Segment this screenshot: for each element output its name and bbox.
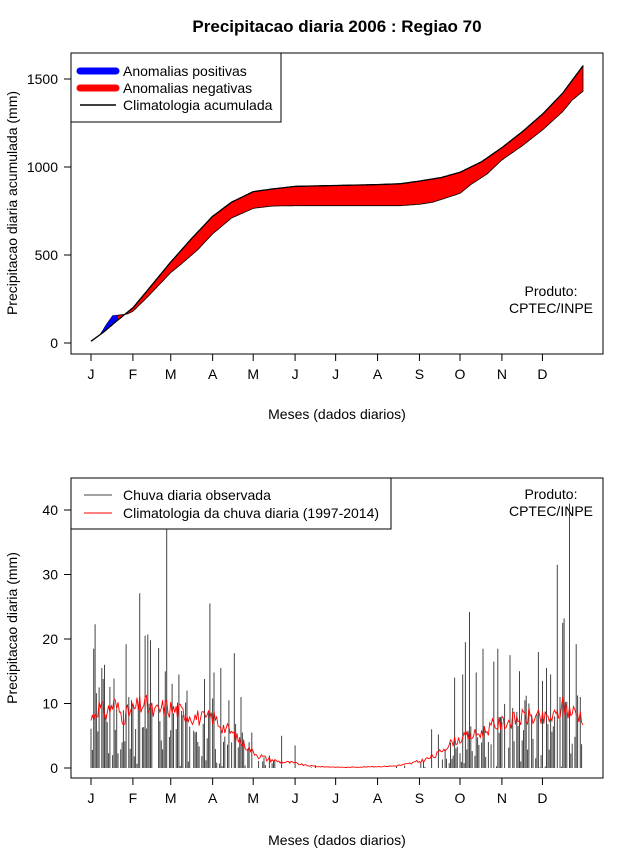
accumulated-area-layer bbox=[90, 64, 584, 342]
accumulated-x-tick-label: M bbox=[247, 366, 259, 382]
daily-x-tick-label: O bbox=[455, 790, 466, 806]
daily-x-tick-label: J bbox=[88, 790, 95, 806]
accumulated-x-tick-label: S bbox=[415, 366, 424, 382]
accumulated-x-tick-label: J bbox=[88, 366, 95, 382]
daily-y-axis-label: Precipitacao diaria (mm) bbox=[4, 552, 20, 704]
daily-x-tick-label: F bbox=[129, 790, 138, 806]
accumulated-axes: J F M A M J J A S O N D 0 500 1000 1500 bbox=[27, 71, 548, 382]
daily-y-tick-label: 40 bbox=[42, 502, 58, 518]
accumulated-x-tick-label: F bbox=[129, 366, 138, 382]
accumulated-legend: Anomalias positivas Anomalias negativas … bbox=[70, 52, 282, 123]
accumulated-x-tick-label: N bbox=[497, 366, 507, 382]
product-name-top: CPTEC/INPE bbox=[509, 300, 593, 316]
daily-x-tick-label: M bbox=[165, 790, 177, 806]
daily-y-tick-label: 30 bbox=[42, 567, 58, 583]
accumulated-x-tick-label: M bbox=[165, 366, 177, 382]
daily-chart: J F M A M J J A S O N D 0 10 20 30 40 Meses (dados diari… bbox=[4, 477, 604, 848]
daily-x-tick-label: M bbox=[247, 790, 259, 806]
accumulated-x-tick-label: A bbox=[208, 366, 218, 382]
legend-label-negative: Anomalias negativas bbox=[123, 80, 252, 96]
daily-x-tick-label: N bbox=[497, 790, 507, 806]
accumulated-x-tick-label: J bbox=[332, 366, 339, 382]
daily-axes: J F M A M J J A S O N D 0 10 20 30 40 bbox=[42, 502, 547, 806]
daily-x-tick-label: J bbox=[292, 790, 299, 806]
daily-y-tick-label: 20 bbox=[42, 631, 58, 647]
accumulated-x-tick-label: D bbox=[537, 366, 547, 382]
daily-climatology-line bbox=[90, 694, 584, 768]
accumulated-y-tick-label: 1000 bbox=[27, 159, 58, 175]
accumulated-climatology-line bbox=[90, 65, 584, 342]
daily-x-tick-label: S bbox=[415, 790, 424, 806]
legend-label-climatology: Climatologia acumulada bbox=[123, 97, 273, 113]
accumulated-x-tick-label: O bbox=[455, 366, 466, 382]
daily-y-tick-label: 0 bbox=[50, 760, 58, 776]
daily-x-axis-label: Meses (dados diarios) bbox=[268, 832, 406, 848]
accumulated-x-tick-label: A bbox=[373, 366, 383, 382]
accumulated-y-tick-label: 500 bbox=[35, 247, 59, 263]
accumulated-x-tick-label: J bbox=[292, 366, 299, 382]
product-name-bottom: CPTEC/INPE bbox=[509, 503, 593, 519]
chart-title: Precipitacao diaria 2006 : Regiao 70 bbox=[192, 17, 481, 36]
daily-climatology-layer bbox=[90, 694, 584, 768]
daily-x-tick-label: D bbox=[537, 790, 547, 806]
accumulated-chart: J F M A M J J A S O N D 0 500 1000 1500 Meses (dados di… bbox=[4, 52, 604, 422]
product-label-top: Produto: bbox=[525, 283, 578, 299]
daily-y-tick-label: 10 bbox=[42, 696, 58, 712]
legend-label-observed: Chuva diaria observada bbox=[123, 487, 271, 503]
accumulated-x-axis-label: Meses (dados diarios) bbox=[268, 406, 406, 422]
daily-observed-bars bbox=[90, 497, 583, 768]
daily-x-tick-label: A bbox=[373, 790, 383, 806]
positive-anomaly-area bbox=[99, 315, 118, 336]
daily-x-tick-label: J bbox=[332, 790, 339, 806]
accumulated-y-tick-label: 1500 bbox=[27, 71, 58, 87]
accumulated-y-axis-label: Precipitacao diaria acumulada (mm) bbox=[4, 91, 20, 315]
accumulated-y-tick-label: 0 bbox=[50, 335, 58, 351]
legend-label-positive: Anomalias positivas bbox=[123, 63, 247, 79]
daily-legend: Chuva diaria observada Climatologia da c… bbox=[70, 477, 392, 530]
daily-legend-box bbox=[70, 477, 392, 530]
product-label-bottom: Produto: bbox=[525, 486, 578, 502]
daily-x-tick-label: A bbox=[208, 790, 218, 806]
legend-label-daily-climatology: Climatologia da chuva diaria (1997-2014) bbox=[123, 505, 379, 521]
